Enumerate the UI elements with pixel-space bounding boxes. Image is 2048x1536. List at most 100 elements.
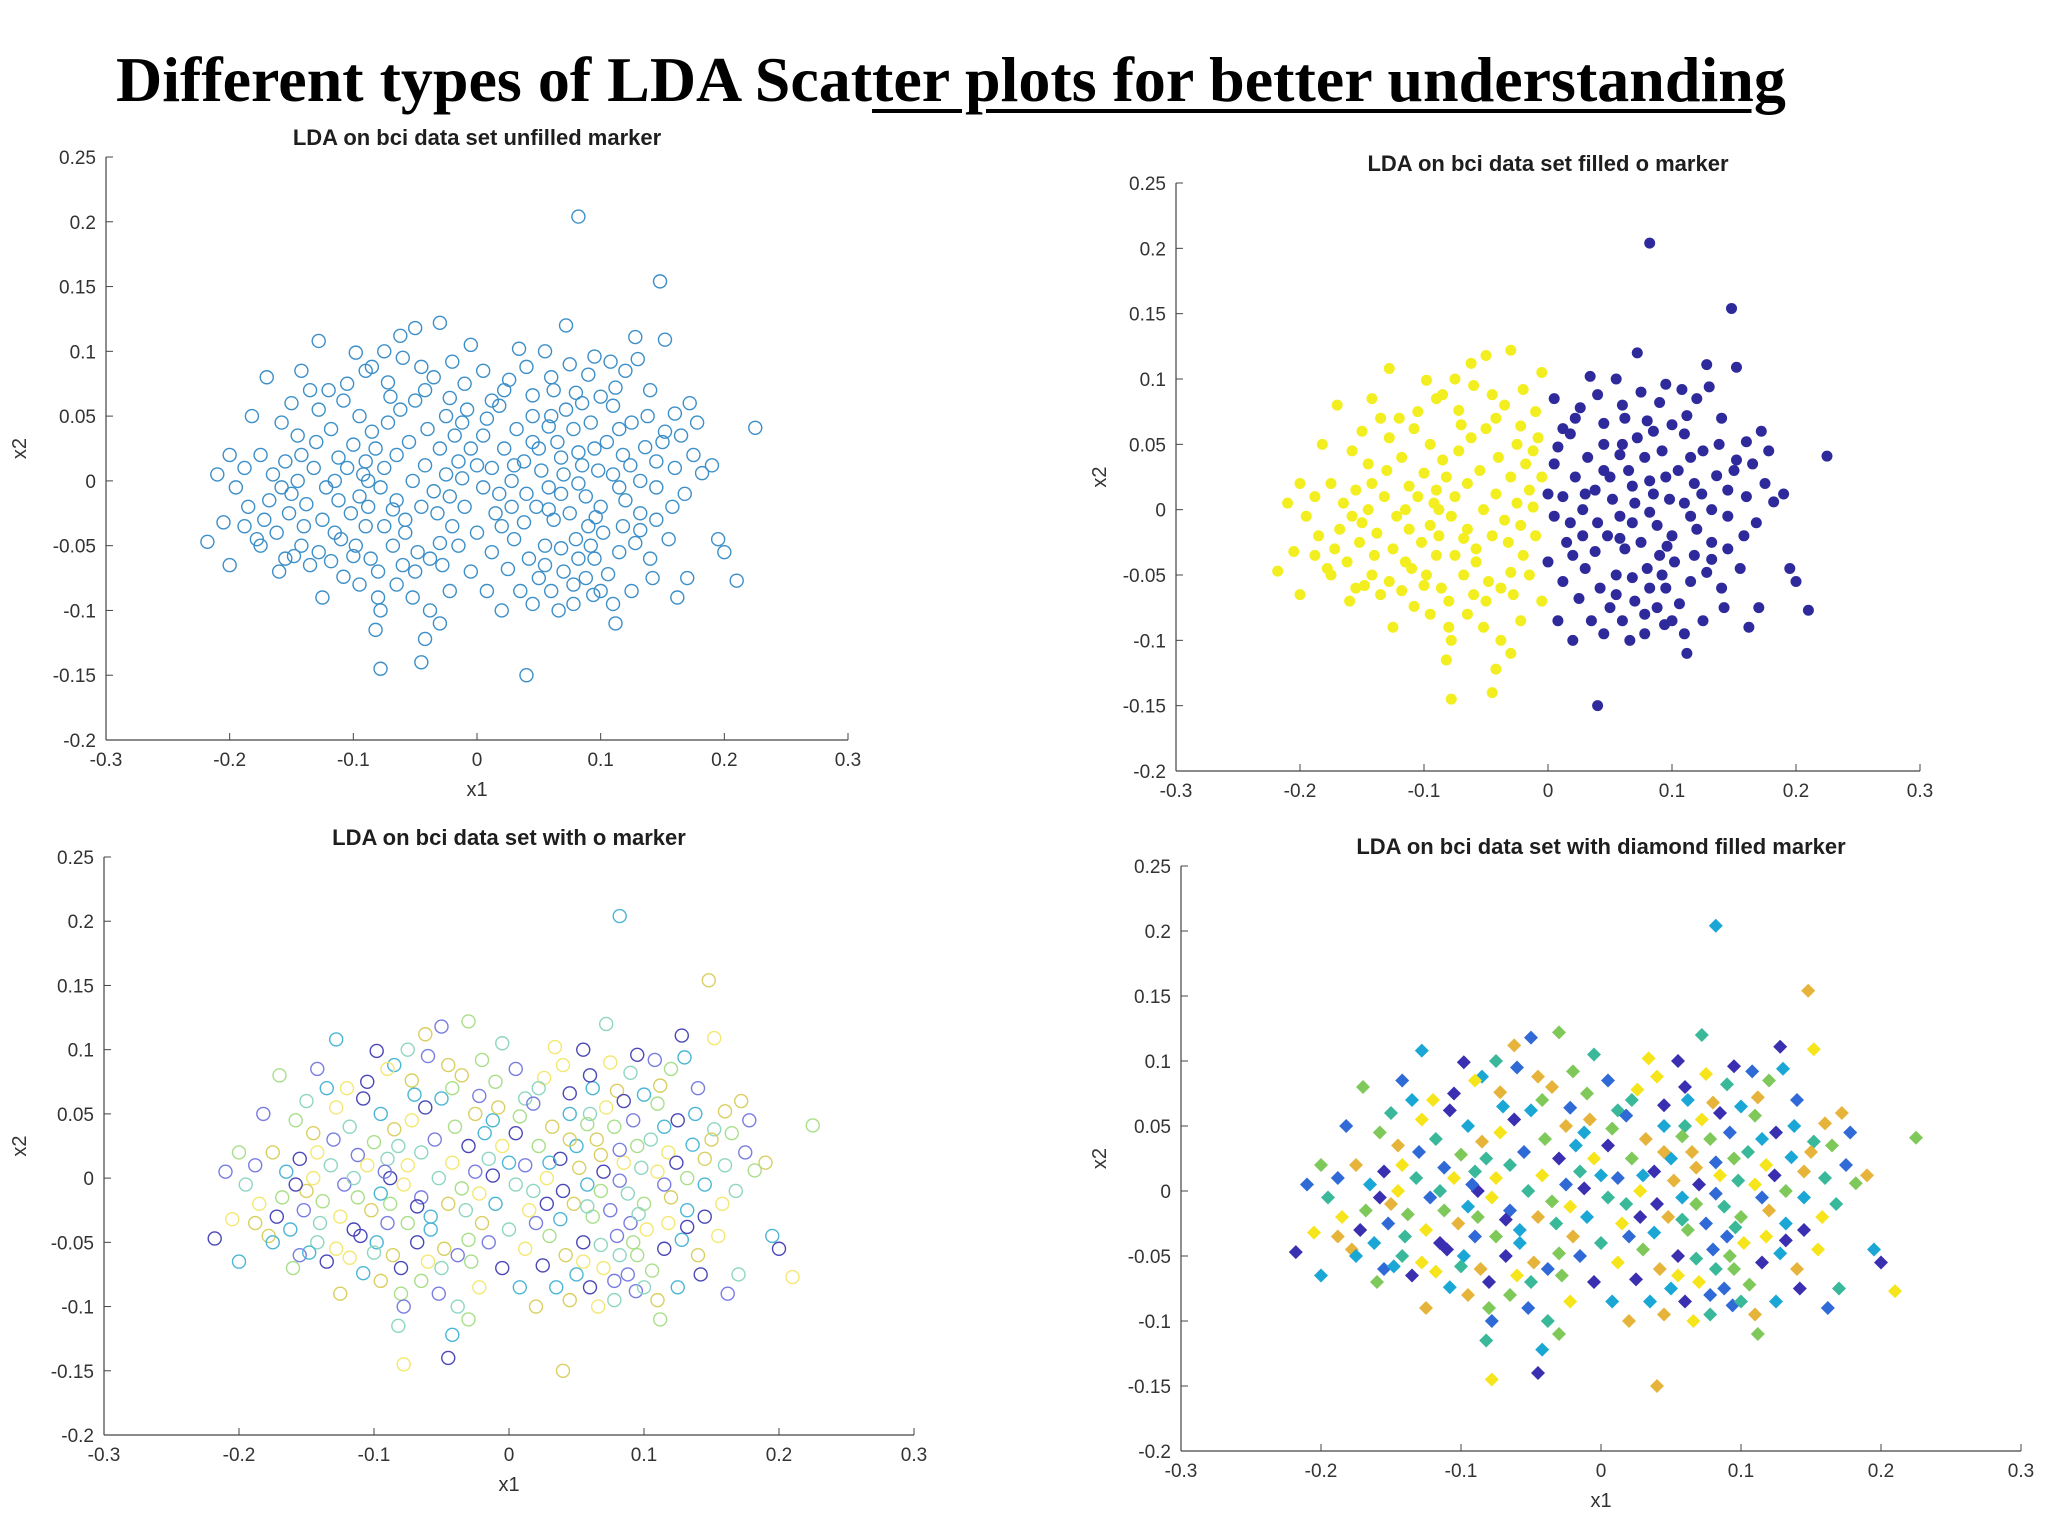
scatter-point <box>420 1048 436 1064</box>
scatter-point <box>1334 523 1346 535</box>
scatter-point <box>1804 1145 1818 1159</box>
scatter-point <box>1592 700 1604 712</box>
scatter-point <box>1778 1233 1793 1248</box>
scatter-point <box>1344 1242 1359 1257</box>
scatter-point <box>323 421 339 437</box>
scatter-point <box>1307 1225 1321 1240</box>
scatter-point <box>642 383 658 398</box>
scatter-point <box>463 564 479 579</box>
scatter-point <box>1717 1281 1732 1296</box>
scatter-point <box>1657 1145 1671 1159</box>
scatter-point <box>1552 615 1564 627</box>
scatter-point <box>1598 464 1610 476</box>
scatter-point <box>544 583 559 599</box>
scatter-point <box>1759 1158 1774 1172</box>
scatter-point <box>541 502 556 517</box>
scatter-point <box>508 1177 523 1192</box>
y-tick-label: 0.25 <box>1129 174 1166 195</box>
scatter-point <box>1610 373 1622 385</box>
scatter-point <box>682 395 697 411</box>
scatter-point <box>1755 425 1767 437</box>
scatter-point <box>1636 1242 1650 1257</box>
scatter-point <box>1517 383 1529 395</box>
scatter-point <box>1577 530 1589 542</box>
scatter-point <box>616 1093 631 1109</box>
scatter-point <box>1818 1171 1832 1185</box>
scatter-point <box>541 480 556 495</box>
scatter-point <box>492 398 507 413</box>
scatter-point <box>525 388 540 403</box>
scatter-point <box>259 370 274 385</box>
scatter-point <box>441 1196 456 1211</box>
scatter-point <box>1428 1264 1443 1279</box>
y-tick-label: -0.1 <box>1133 631 1166 652</box>
scatter-point <box>1577 1181 1592 1196</box>
scatter-point <box>504 499 519 514</box>
scatter-point <box>1629 497 1641 509</box>
scatter-point <box>1356 425 1368 437</box>
scatter-point <box>1398 1229 1412 1244</box>
scatter-point <box>1377 1262 1391 1276</box>
chart-title: LDA on bci data set with diamond filled … <box>1356 834 1846 859</box>
scatter-point <box>518 1158 533 1173</box>
scatter-point <box>558 1247 573 1263</box>
scatter-point <box>1552 1025 1566 1040</box>
scatter-point <box>1727 1151 1741 1166</box>
scatter-point <box>237 519 252 534</box>
scatter-point <box>1614 449 1626 461</box>
scatter-point <box>690 1247 706 1263</box>
scatter-point <box>1561 536 1573 548</box>
y-tick-label: -0.05 <box>51 1233 94 1254</box>
scatter-point <box>1619 543 1631 555</box>
scatter-point <box>1523 484 1535 496</box>
scatter-point <box>458 1203 473 1218</box>
y-tick-label: -0.15 <box>53 666 96 687</box>
scatter-point <box>1468 1229 1482 1244</box>
scatter-point <box>432 315 448 331</box>
scatter-point <box>468 1164 483 1179</box>
scatter-point <box>1461 1288 1475 1302</box>
scatter-point <box>1440 654 1452 666</box>
scatter-point <box>1722 484 1734 496</box>
scatter-point <box>247 1215 263 1231</box>
scatter-point <box>479 583 495 599</box>
scatter-point <box>600 566 616 582</box>
scatter-point <box>1874 1255 1888 1270</box>
scatter-point <box>1505 471 1517 483</box>
scatter-point <box>649 512 664 527</box>
scatter-plot-unfilled-marker: LDA on bci data set unfilled marker-0.3-… <box>9 125 861 801</box>
scatter-point <box>1610 1255 1625 1270</box>
scatter-point <box>1676 383 1688 395</box>
scatter-point <box>1601 1138 1615 1153</box>
scatter-point <box>738 1145 753 1160</box>
scatter-point <box>1378 491 1390 503</box>
scatter-point <box>1396 451 1408 463</box>
scatter-point <box>1644 506 1656 518</box>
scatter-point <box>1548 393 1560 405</box>
scatter-point <box>1535 1168 1550 1183</box>
scatter-point <box>1420 569 1432 581</box>
scatter-point <box>1678 428 1690 440</box>
scatter-point <box>653 1312 668 1327</box>
y-tick-label: 0.2 <box>70 213 96 234</box>
scatter-point <box>1748 1307 1762 1322</box>
x-tick-label: 0.1 <box>631 1445 657 1466</box>
scatter-point <box>1370 1275 1384 1289</box>
scatter-point <box>296 1203 311 1218</box>
x-axis-label: x1 <box>466 779 487 801</box>
x-tick-label: -0.1 <box>337 750 370 771</box>
scatter-point <box>1515 519 1527 531</box>
scatter-point <box>618 493 633 508</box>
chart-title: LDA on bci data set filled o marker <box>1367 151 1728 176</box>
scatter-point <box>373 661 388 676</box>
scatter-point <box>1478 504 1490 516</box>
scatter-point <box>387 1122 402 1137</box>
scatter-point <box>1356 517 1368 529</box>
scatter-point <box>566 1196 581 1211</box>
scatter-point <box>288 1113 303 1128</box>
x-tick-label: -0.1 <box>358 1445 391 1466</box>
scatter-point <box>553 1151 568 1167</box>
scatter-point <box>1675 1129 1690 1144</box>
scatter-point <box>231 1145 247 1160</box>
scatter-point <box>650 1292 665 1308</box>
